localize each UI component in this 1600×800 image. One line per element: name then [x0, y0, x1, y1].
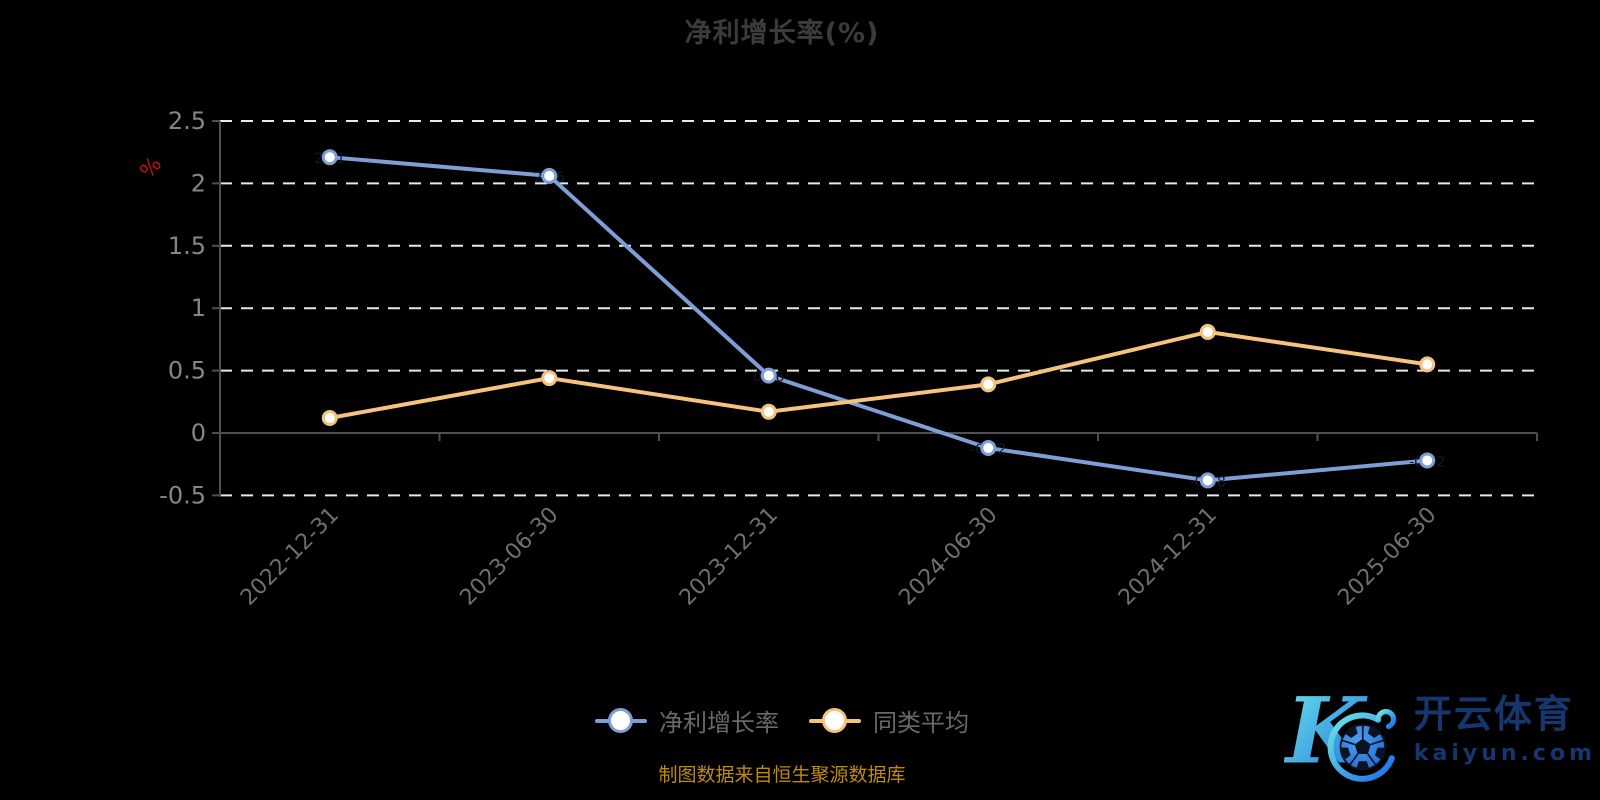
- x-tick-label: 2022-12-31: [236, 503, 344, 611]
- data-point[interactable]: [541, 167, 558, 184]
- legend-label: 同类平均: [873, 709, 969, 737]
- data-point[interactable]: [1199, 323, 1216, 340]
- ball-seam: [1341, 739, 1355, 746]
- y-tick-label: 1: [191, 294, 206, 322]
- data-point[interactable]: [321, 410, 338, 427]
- y-tick-label: 1.5: [168, 232, 206, 260]
- legend-label: 净利增长率: [659, 709, 779, 737]
- x-tick-label: 2024-12-31: [1114, 503, 1222, 611]
- data-point[interactable]: [321, 149, 338, 166]
- chart-title: 净利增长率(%): [684, 18, 880, 49]
- y-axis-unit-label: %: [135, 152, 166, 183]
- legend-line-marker-icon: [595, 707, 647, 734]
- ball-pentagon: [1356, 761, 1370, 770]
- ball-seam: [1367, 753, 1377, 766]
- y-tick-label: 2: [191, 169, 206, 197]
- y-tick-label: 0: [191, 419, 206, 447]
- logo-swirl-curl: [1375, 709, 1397, 730]
- watermark-brand-cn: 开云体育: [1413, 692, 1574, 736]
- data-point[interactable]: [760, 403, 777, 420]
- y-tick-label: 2.5: [168, 107, 206, 135]
- x-tick-label: 2025-06-30: [1333, 503, 1441, 611]
- ball-pentagon: [1354, 738, 1371, 755]
- x-tick-label: 2023-06-30: [455, 503, 563, 611]
- y-tick-label: -0.5: [159, 481, 206, 509]
- y-tick-label: 0.5: [168, 357, 206, 385]
- logo-swirl: [1327, 712, 1395, 782]
- legend-item-peer-average[interactable]: 同类平均: [809, 703, 969, 738]
- watermark-text: 开云体育 kaiyun.com: [1414, 694, 1596, 766]
- kaiyun-logo-icon: K: [1284, 679, 1397, 785]
- legend-line-marker-icon: [809, 707, 861, 734]
- chart-legend: 净利增长率 同类平均: [0, 703, 1564, 738]
- data-point[interactable]: [980, 376, 997, 393]
- watermark-brand-url: kaiyun.com: [1413, 741, 1596, 766]
- ball-seam: [1348, 753, 1359, 766]
- kaiyun-watermark: K 开云体育 kaiyun.com: [1284, 664, 1596, 796]
- data-point[interactable]: [760, 367, 777, 384]
- x-tick-label: 2023-12-31: [675, 503, 783, 611]
- data-point[interactable]: [541, 370, 558, 387]
- data-point[interactable]: [1419, 452, 1436, 469]
- data-point[interactable]: [1419, 356, 1436, 373]
- series-line: [327, 155, 1430, 483]
- x-tick-label: 2024-06-30: [894, 503, 1002, 611]
- data-source-caption: 制图数据来自恒生聚源数据库: [658, 764, 906, 786]
- data-point[interactable]: [1199, 472, 1216, 489]
- ball-seam: [1370, 739, 1385, 746]
- series-line: [327, 329, 1430, 421]
- data-point[interactable]: [980, 439, 997, 456]
- legend-item-net-profit-growth[interactable]: 净利增长率: [595, 703, 779, 738]
